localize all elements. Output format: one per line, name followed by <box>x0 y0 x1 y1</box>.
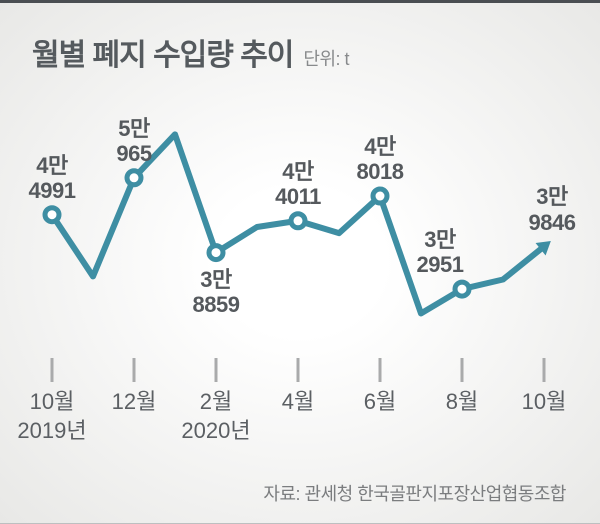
data-marker <box>127 171 141 185</box>
data-label: 5만965 <box>116 116 151 167</box>
title-row: 월별 폐지 수입량 추이 단위: t <box>32 30 568 74</box>
chart-container: 월별 폐지 수입량 추이 단위: t 4만4991 5만965 3만8859 4만40… <box>0 0 600 524</box>
data-label: 4만4991 <box>29 153 76 204</box>
data-marker <box>455 282 469 296</box>
x-axis-label: 2월2020년 <box>181 388 250 445</box>
x-axis-label: 8월 <box>446 388 478 417</box>
chart-title: 월별 폐지 수입량 추이 <box>32 30 293 74</box>
x-axis-label: 4월 <box>282 388 314 417</box>
data-label: 3만8859 <box>193 267 240 318</box>
x-axis-label: 6월 <box>364 388 396 417</box>
data-label: 3만9846 <box>529 184 576 235</box>
data-marker <box>373 189 387 203</box>
x-axis-label: 10월 <box>522 388 567 417</box>
data-marker <box>45 208 59 222</box>
data-label: 3만2951 <box>417 227 464 278</box>
x-axis-label: 10월2019년 <box>17 388 86 445</box>
data-marker <box>209 246 223 260</box>
data-marker <box>291 214 305 228</box>
data-label: 4만4011 <box>275 159 321 210</box>
data-label: 4만8018 <box>357 134 404 185</box>
x-axis-label: 12월 <box>112 388 157 417</box>
chart-area: 4만49915만9653만88594만40114만80183만29513만984… <box>32 82 568 442</box>
chart-unit: 단위: t <box>303 45 349 71</box>
source-text: 자료: 관세청 한국골판지포장산업협동조합 <box>263 480 566 506</box>
